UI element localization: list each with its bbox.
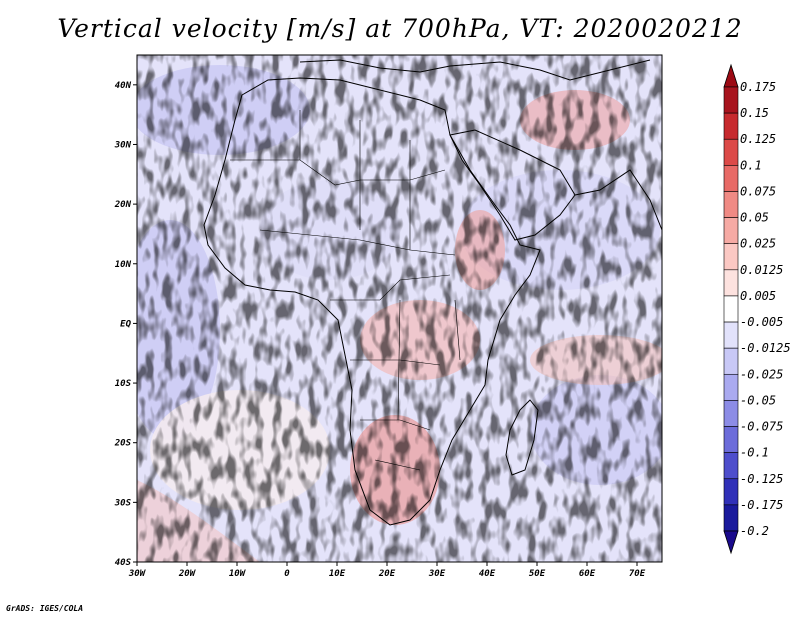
- colorbar-swatch: [723, 478, 739, 506]
- colorbar-bottom-arrow: [723, 530, 739, 555]
- lon-tick-label: 40E: [479, 569, 496, 579]
- colorbar: 0.175 0.15 0.125 0.1 0.075 0.05 0.025 0.0125 0.0…: [723, 63, 791, 555]
- lat-tick-label: 40S: [115, 558, 132, 568]
- colorbar-swatch: [723, 165, 739, 192]
- colorbar-label: -0.005: [740, 315, 783, 329]
- lat-tick-label: 10N: [115, 260, 132, 270]
- lat-tick-label: EQ: [120, 319, 131, 329]
- colorbar-label: -0.0125: [740, 341, 791, 355]
- colorbar-swatch: [723, 426, 739, 453]
- colorbar-label: 0.125: [740, 132, 776, 146]
- lon-tick-label: 0: [284, 569, 290, 579]
- colorbar-swatch: [723, 138, 739, 166]
- credit-text: GrADS: IGES/COLA: [6, 604, 84, 613]
- europe-coastline: [299, 59, 651, 81]
- lon-tick-label: 60E: [579, 569, 596, 579]
- colorbar-top-arrow: [723, 63, 739, 88]
- colorbar-swatch: [723, 321, 739, 349]
- colorbar-swatch: [723, 86, 739, 114]
- lon-tick-label: 20E: [378, 569, 396, 579]
- field-texture: [137, 55, 662, 562]
- colorbar-label: 0.05: [740, 211, 769, 225]
- lat-tick-label: 30S: [114, 498, 132, 508]
- colorbar-swatch: [723, 347, 739, 375]
- colorbar-swatch: [723, 373, 739, 401]
- asia-coastline: [574, 169, 663, 231]
- lat-tick-label: 10S: [115, 379, 132, 389]
- colorbar-swatch: [723, 269, 739, 297]
- lat-tick-label: 20S: [114, 439, 132, 449]
- colorbar-swatch: [723, 112, 739, 140]
- velocity-field: [137, 55, 662, 562]
- colorbar-label: -0.125: [740, 472, 783, 486]
- lon-tick-label: 10W: [229, 569, 247, 579]
- plot-frame: [136, 54, 663, 563]
- colorbar-label: 0.025: [740, 237, 776, 251]
- colorbar-label: -0.075: [740, 420, 783, 434]
- africa-coastline: [203, 77, 541, 526]
- lon-tick-label: 20W: [178, 569, 197, 579]
- colorbar-label: -0.05: [740, 393, 776, 407]
- latitude-axis: 40N 30N 20N 10N EQ 10S 20S 30S 40S: [114, 81, 137, 568]
- colorbar-label: -0.2: [740, 524, 769, 538]
- colorbar-swatch: [723, 452, 739, 480]
- colorbar-label: 0.005: [740, 289, 776, 303]
- lat-tick-label: 30N: [114, 140, 132, 150]
- colorbar-swatch: [723, 295, 739, 323]
- colorbar-label: 0.075: [740, 184, 776, 198]
- chart-title: Vertical velocity [m/s] at 700hPa, VT: 2…: [57, 14, 743, 43]
- colorbar-label: 0.1: [740, 158, 762, 172]
- madagascar-coastline: [505, 399, 539, 476]
- arabia-coastline: [449, 129, 576, 241]
- colorbar-swatch: [723, 504, 739, 532]
- colorbar-label: -0.025: [740, 367, 783, 381]
- lat-tick-label: 20N: [114, 200, 132, 210]
- colorbar-swatch: [723, 191, 739, 218]
- colorbar-label: 0.175: [740, 80, 776, 94]
- colorbar-swatch: [723, 400, 739, 427]
- colorbar-label: 0.0125: [740, 263, 783, 277]
- colorbar-label: 0.15: [740, 106, 769, 120]
- lon-tick-label: 10E: [329, 569, 346, 579]
- lon-tick-label: 50E: [529, 569, 546, 579]
- longitude-axis: 30W 20W 10W 0 10E 20E 30E 40E 50E 60E 70E: [128, 562, 646, 579]
- colorbar-label: -0.1: [740, 446, 769, 460]
- lat-tick-label: 40N: [115, 81, 132, 91]
- coastlines: [203, 59, 663, 526]
- country-borders: [230, 110, 461, 471]
- lon-tick-label: 30W: [128, 569, 147, 579]
- colorbar-swatch: [723, 217, 739, 245]
- colorbar-label: -0.175: [740, 498, 783, 512]
- lon-tick-label: 70E: [629, 569, 646, 579]
- lon-tick-label: 30E: [428, 569, 446, 579]
- colorbar-swatch: [723, 243, 739, 271]
